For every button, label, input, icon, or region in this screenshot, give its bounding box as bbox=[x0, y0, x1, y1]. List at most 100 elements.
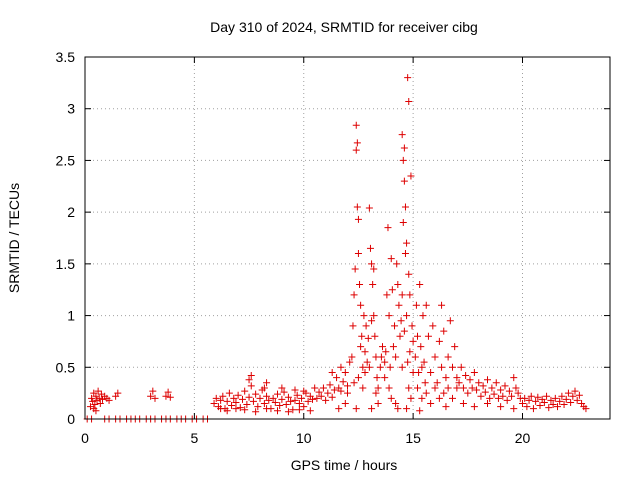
data-point bbox=[512, 384, 520, 392]
data-point bbox=[357, 301, 365, 309]
data-point bbox=[455, 379, 463, 387]
data-point bbox=[324, 389, 332, 397]
data-point bbox=[247, 372, 255, 380]
data-point bbox=[399, 156, 407, 164]
data-point bbox=[554, 403, 561, 411]
data-point bbox=[424, 332, 432, 340]
data-point bbox=[353, 139, 361, 147]
data-point bbox=[419, 312, 427, 320]
data-point bbox=[376, 363, 384, 371]
data-point bbox=[575, 391, 583, 399]
data-point bbox=[429, 322, 437, 330]
data-point bbox=[519, 399, 526, 407]
data-point bbox=[361, 368, 369, 376]
data-point bbox=[164, 388, 172, 396]
data-point bbox=[473, 386, 481, 394]
y-tick-label: 0.5 bbox=[56, 359, 76, 375]
data-point bbox=[392, 353, 400, 361]
data-point bbox=[365, 363, 373, 371]
data-point bbox=[558, 392, 566, 400]
data-point bbox=[404, 74, 412, 82]
data-point bbox=[341, 368, 349, 376]
data-point bbox=[488, 384, 496, 392]
data-point bbox=[278, 384, 286, 392]
data-point bbox=[415, 368, 423, 376]
data-point bbox=[374, 399, 382, 407]
data-point bbox=[245, 376, 253, 384]
data-point bbox=[241, 387, 249, 395]
data-point bbox=[388, 286, 396, 294]
data-point bbox=[401, 250, 409, 258]
data-point bbox=[459, 399, 467, 407]
data-point bbox=[547, 396, 555, 404]
data-point bbox=[114, 389, 122, 397]
data-point bbox=[326, 381, 334, 389]
data-point bbox=[368, 317, 376, 325]
data-point bbox=[315, 388, 323, 396]
data-point bbox=[313, 394, 321, 402]
data-point bbox=[366, 244, 374, 252]
data-point bbox=[263, 392, 271, 400]
data-point bbox=[393, 260, 401, 268]
data-point bbox=[354, 374, 362, 382]
data-point bbox=[567, 398, 575, 406]
data-point bbox=[536, 402, 544, 410]
data-point bbox=[306, 407, 314, 415]
data-point bbox=[166, 393, 174, 401]
data-point bbox=[274, 390, 281, 398]
data-point bbox=[374, 384, 382, 392]
data-point bbox=[289, 406, 297, 414]
data-point bbox=[407, 394, 415, 402]
data-point bbox=[525, 396, 533, 404]
data-point bbox=[449, 363, 456, 371]
data-point bbox=[503, 396, 511, 404]
data-point bbox=[357, 343, 365, 351]
data-point bbox=[358, 332, 366, 340]
axis-ticks: 0 5 10 15 20 0 0.5 1 1.5 2 2.5 3 3.5 bbox=[56, 49, 610, 446]
data-point bbox=[416, 407, 424, 415]
data-point bbox=[420, 358, 428, 366]
data-point bbox=[387, 255, 395, 263]
data-point bbox=[384, 224, 392, 232]
data-point bbox=[232, 405, 240, 413]
plot-frame bbox=[84, 56, 611, 420]
data-point bbox=[438, 301, 446, 309]
data-point bbox=[386, 363, 394, 371]
data-point bbox=[365, 204, 373, 212]
y-tick-label: 3.5 bbox=[56, 49, 76, 65]
data-point bbox=[377, 353, 385, 361]
data-point bbox=[274, 407, 281, 415]
data-point bbox=[435, 394, 443, 402]
data-point bbox=[94, 387, 102, 395]
data-point bbox=[379, 343, 386, 351]
data-point bbox=[217, 396, 225, 404]
data-point bbox=[291, 386, 299, 394]
data-point bbox=[433, 379, 441, 387]
data-point bbox=[406, 348, 414, 356]
data-point bbox=[484, 399, 491, 407]
data-point bbox=[381, 358, 389, 366]
data-point bbox=[265, 396, 273, 404]
data-point bbox=[291, 396, 299, 404]
data-point bbox=[91, 401, 99, 409]
data-point bbox=[484, 376, 491, 384]
data-point bbox=[438, 363, 446, 371]
data-point bbox=[212, 394, 220, 402]
data-point bbox=[349, 322, 357, 330]
data-point bbox=[217, 405, 225, 413]
x-tick-label: 10 bbox=[296, 430, 312, 446]
y-tick-label: 3 bbox=[67, 101, 75, 117]
data-point bbox=[399, 218, 407, 226]
data-point bbox=[352, 146, 360, 154]
data-point bbox=[400, 327, 408, 335]
data-point bbox=[514, 389, 522, 397]
data-point bbox=[319, 384, 327, 392]
data-point bbox=[385, 312, 393, 320]
data-point bbox=[510, 374, 518, 382]
data-point bbox=[394, 405, 402, 413]
data-point bbox=[370, 312, 378, 320]
x-axis-label: GPS time / hours bbox=[291, 457, 398, 473]
data-point bbox=[317, 392, 325, 400]
data-point bbox=[497, 403, 505, 411]
data-point bbox=[494, 394, 502, 402]
